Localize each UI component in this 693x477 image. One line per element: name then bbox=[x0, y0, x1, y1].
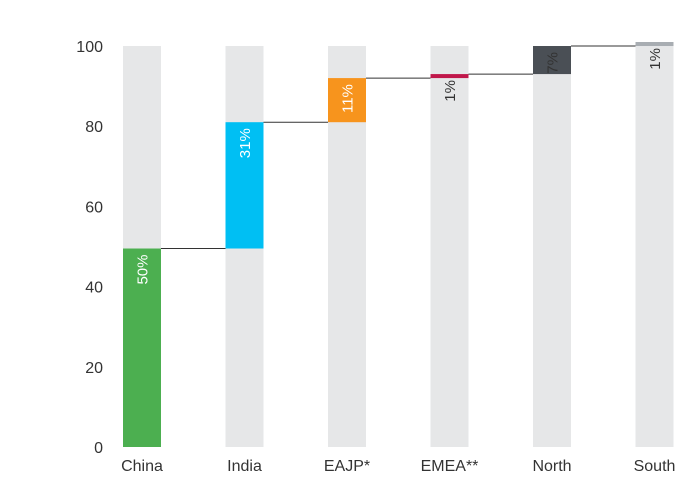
y-tick-label: 0 bbox=[94, 440, 103, 457]
category-label: EMEA** bbox=[421, 458, 479, 475]
background-bar bbox=[533, 46, 571, 447]
y-tick-label: 20 bbox=[85, 360, 103, 377]
value-bars bbox=[123, 42, 674, 447]
data-label: 31% bbox=[237, 128, 254, 158]
y-tick-label: 80 bbox=[85, 119, 103, 136]
bar-south bbox=[635, 42, 674, 47]
category-label: North bbox=[532, 458, 571, 475]
bar-north bbox=[533, 46, 571, 75]
y-tick-label: 40 bbox=[85, 280, 103, 297]
data-label: 1% bbox=[647, 48, 664, 70]
data-label: 1% bbox=[442, 80, 459, 102]
data-labels: 50% 31% 11% 1% 7% 1% bbox=[135, 48, 665, 285]
bar-eajp bbox=[328, 78, 366, 123]
category-label: EAJP* bbox=[324, 458, 370, 475]
category-label: India bbox=[227, 458, 262, 475]
connector-lines bbox=[161, 45, 636, 250]
y-axis-ticks: 0 20 40 60 80 100 bbox=[76, 39, 103, 457]
background-bars bbox=[123, 46, 674, 447]
category-label: China bbox=[121, 458, 163, 475]
y-tick-label: 100 bbox=[76, 39, 103, 56]
background-bar bbox=[635, 46, 674, 447]
data-label: 11% bbox=[340, 84, 357, 113]
y-tick-label: 60 bbox=[85, 199, 103, 216]
bar-emea bbox=[430, 74, 469, 79]
background-bar bbox=[430, 46, 469, 447]
category-labels: China India EAJP* EMEA** North South bbox=[121, 458, 675, 475]
category-label: South bbox=[634, 458, 676, 475]
data-label: 7% bbox=[545, 52, 562, 74]
data-label: 50% bbox=[135, 255, 152, 285]
bar-india bbox=[225, 122, 264, 249]
bar-china bbox=[123, 248, 161, 447]
